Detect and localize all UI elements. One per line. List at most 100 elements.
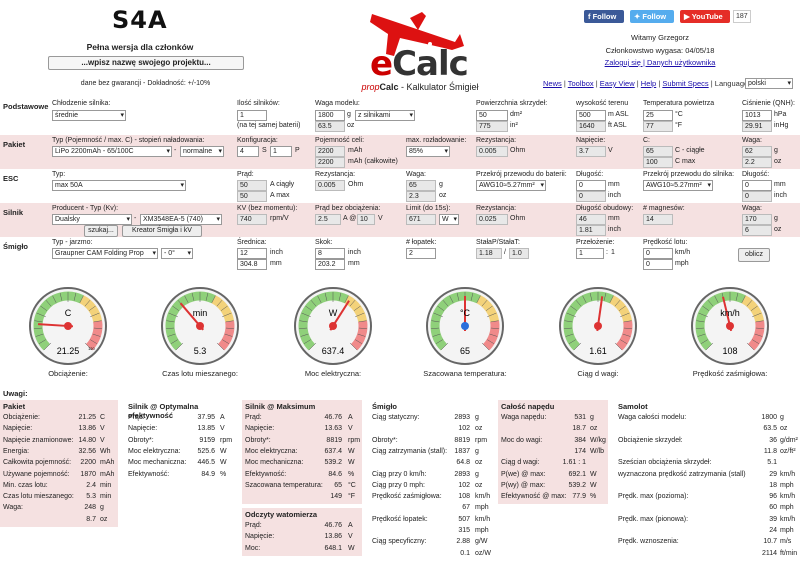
- wire-mot-select[interactable]: AWG10≈5.27mm²: [643, 180, 713, 191]
- weight-input[interactable]: 1800: [315, 110, 345, 121]
- section-label: Pakiet: [3, 140, 26, 149]
- speed-label: Prędkość lotu:: [643, 239, 688, 246]
- blades-input[interactable]: 2: [406, 248, 436, 259]
- wire-mot-len-in-unit: inch: [774, 192, 787, 199]
- result-value: 2.4: [86, 481, 96, 489]
- gear-ratio-b: 1: [611, 249, 615, 256]
- diameter-mm-input[interactable]: 304.8: [237, 259, 267, 270]
- wire-bat-len-in-unit: inch: [608, 192, 621, 199]
- charge-select[interactable]: normalne: [180, 146, 224, 157]
- youtube-count: 187: [733, 10, 751, 23]
- project-name-input[interactable]: ...wpisz nazwę swojego projektu...: [48, 56, 244, 70]
- gauge-label: Szacowana temperatura:: [423, 369, 507, 378]
- result-value: 539.2: [568, 481, 586, 489]
- youtube-button[interactable]: ▶ YouTube: [680, 10, 730, 23]
- search-button[interactable]: szukaj...: [84, 225, 118, 237]
- user-data-link[interactable]: Danych użytkownika: [647, 58, 716, 67]
- result-unit: oz: [475, 459, 483, 467]
- language-select[interactable]: polski: [745, 78, 793, 89]
- result-value: 5.3: [86, 493, 96, 501]
- result-unit: g: [780, 414, 784, 421]
- pressure-label: Ciśnienie (QNH):: [742, 100, 795, 107]
- result-unit: V: [100, 425, 105, 433]
- result-value: 539.2: [324, 459, 342, 467]
- motors-label: Ilość silników:: [237, 100, 280, 107]
- help-link[interactable]: Help: [640, 79, 657, 88]
- youtube-label: YouTube: [691, 12, 723, 21]
- result-label: Efektywność:: [245, 470, 287, 478]
- facebook-icon: f: [588, 12, 593, 21]
- config-p-input[interactable]: 1: [270, 146, 292, 157]
- result-label: Efektywność @ max:: [501, 493, 567, 501]
- battery-res-label: Rezystancja:: [476, 137, 517, 144]
- gear-ratio-input[interactable]: 1: [576, 248, 604, 259]
- result-unit: %: [348, 470, 355, 478]
- section-pakiet: Pakiet Typ (Pojemność / max. C) - stopie…: [0, 135, 800, 169]
- diameter-in-input[interactable]: 12: [237, 248, 267, 259]
- section-smiglo: Śmigło Typ - jarzmo: Graupner CAM Foldin…: [0, 237, 800, 273]
- facebook-follow-button[interactable]: f Follow: [584, 10, 624, 23]
- facebook-label: Follow: [592, 12, 617, 21]
- toolbox-link[interactable]: Toolbox: [567, 79, 594, 88]
- wire-mot-label: Przekrój przewodu do silnika:: [643, 171, 735, 178]
- result-value: 13.86: [324, 533, 342, 541]
- motors-input[interactable]: 1: [237, 110, 267, 121]
- gauge-3: W 637.4: [294, 287, 372, 365]
- calculate-button[interactable]: oblicz: [738, 248, 770, 262]
- result-label: Moc:: [245, 544, 261, 552]
- prop-yoke-select[interactable]: - 0°: [161, 248, 193, 259]
- submit-specs-link[interactable]: Submit Specs: [662, 79, 709, 88]
- wire-mot-len-mm[interactable]: 0: [742, 180, 772, 191]
- result-label: Obroty*:: [128, 436, 154, 444]
- esc-res-unit: Ohm: [348, 181, 364, 188]
- app-subtitle: propCalc - Kalkulator Śmigieł: [330, 82, 510, 92]
- prop-type-select[interactable]: Graupner CAM Folding Prop: [52, 248, 158, 259]
- result-value: 11.8: [763, 447, 777, 455]
- pressure-input[interactable]: 1013: [742, 110, 772, 121]
- idle-volt-output: 10: [357, 214, 375, 225]
- config-s-input[interactable]: 4: [237, 146, 259, 157]
- altitude-input[interactable]: 500: [576, 110, 606, 121]
- case-len-in-unit: inch: [608, 226, 621, 233]
- discharge-select[interactable]: 85%: [406, 146, 450, 157]
- result-value: 8819: [326, 436, 342, 444]
- temp-f-unit: °F: [675, 122, 683, 129]
- result-unit: mph: [780, 504, 794, 512]
- wire-bat-len-mm[interactable]: 0: [576, 180, 606, 191]
- results-title: Śmigło: [372, 402, 398, 411]
- wire-bat-select[interactable]: AWG10≈5.27mm²: [476, 180, 546, 191]
- membership-text: Członkowstwo wygasa: 04/05/18: [605, 46, 715, 55]
- motor-type-select[interactable]: XM3548EA-5 (740): [140, 214, 222, 225]
- login-link[interactable]: Zaloguj się: [604, 58, 641, 67]
- result-value: 648.1: [324, 544, 342, 552]
- result-unit: km/h: [475, 493, 491, 501]
- news-link[interactable]: News: [543, 79, 562, 88]
- weight-mode-select[interactable]: z silnikami: [355, 110, 415, 121]
- easy-view-link[interactable]: Easy View: [599, 79, 635, 88]
- battery-type-select[interactable]: LiPo 2200mAh - 65/100C: [52, 146, 172, 157]
- esc-cont-output: 50: [237, 180, 267, 191]
- idle-label: Prąd bez obciążenia:: [315, 205, 381, 212]
- results-title: Silnik @ Maksimum: [245, 402, 316, 411]
- limit-unit-select[interactable]: W: [439, 214, 459, 225]
- pitch-mm-input[interactable]: 203.2: [315, 259, 345, 270]
- temp-input[interactable]: 25: [643, 110, 673, 121]
- result-unit: C: [100, 414, 106, 421]
- blades-label: # łopatek:: [406, 239, 437, 246]
- pitch-in-input[interactable]: 8: [315, 248, 345, 259]
- twitter-follow-button[interactable]: ✦ Follow: [630, 10, 674, 23]
- cooling-select[interactable]: średnie: [52, 110, 126, 121]
- speed-mph-input[interactable]: 0: [643, 259, 673, 270]
- result-unit: g: [475, 447, 479, 455]
- result-value: 446.5: [197, 459, 215, 467]
- wing-input[interactable]: 50: [476, 110, 508, 121]
- prop-kv-wizard-button[interactable]: Kreator Śmigła i kV: [122, 225, 202, 237]
- esc-type-select[interactable]: max 50A: [52, 180, 186, 191]
- result-unit: oz/W: [475, 549, 491, 557]
- motor-producer-select[interactable]: Dualsky: [52, 214, 132, 225]
- wire-bat-len-label: Długość:: [576, 171, 604, 178]
- speed-kmh-input[interactable]: 0: [643, 248, 673, 259]
- kv-output: 740: [237, 214, 267, 225]
- battery-type-label: Typ (Pojemność / max. C) - stopień naład…: [52, 137, 205, 144]
- prop-const-label: StałaP/StałaT:: [476, 239, 520, 246]
